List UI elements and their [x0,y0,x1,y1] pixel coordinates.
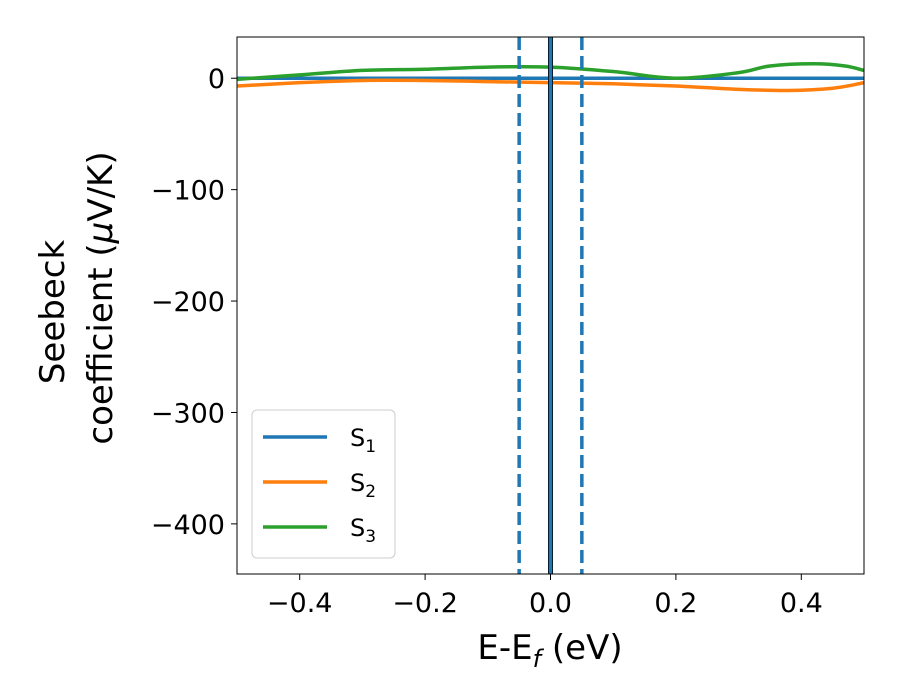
y-tick-label: −400 [151,510,225,541]
y-axis-title-line1: Seebeck [33,240,73,385]
y-tick-label: 0 [208,64,225,95]
x-tick-label: −0.2 [392,588,458,619]
x-tick-label: −0.4 [267,588,333,619]
legend-label-3: S3 [350,514,376,547]
x-tick-label: 0.0 [529,588,572,619]
series-line-3 [237,61,864,82]
axis-ticks: −0.4 −0.2 0.0 0.2 0.4 0 −100 −200 −300 −400 [151,64,823,619]
x-axis-title-main: E-E [477,628,532,668]
y-axis-title-mu: μ [81,222,121,245]
x-axis-title-unit: (eV) [541,628,623,668]
y-axis-title-line2-b: V/K) [81,151,121,221]
y-tick-label: −100 [151,176,225,207]
legend-label-2: S2 [350,469,376,502]
legend-label-1: S1 [350,424,376,457]
legend-box [251,409,396,559]
y-tick-label: −300 [151,398,225,429]
legend: S1 S2 S3 [251,409,396,559]
y-axis-title-line2: coefficient (μV/K) [81,151,121,444]
x-axis-title: E-Ef (eV) [477,628,622,673]
x-tick-label: 0.4 [780,588,823,619]
plot-contents [237,37,864,574]
y-axis-title-line2-a: coefficient ( [81,243,121,444]
x-tick-label: 0.2 [654,588,697,619]
y-axis-title: Seebeck coefficient (μV/K) [33,151,121,444]
y-tick-label: −200 [151,287,225,318]
